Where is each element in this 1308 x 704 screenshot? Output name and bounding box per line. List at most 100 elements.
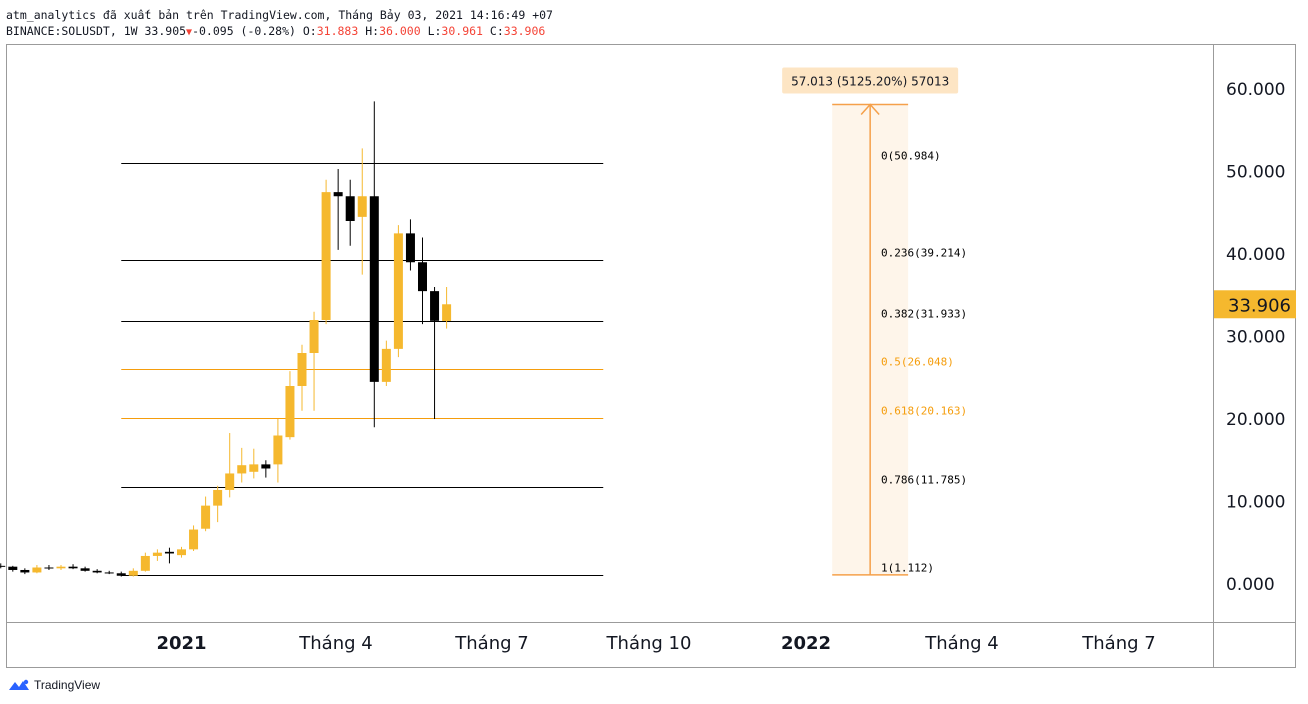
candle [44,565,54,570]
time-axis[interactable]: 2021 Tháng 4 Tháng 7 Tháng 10 2022 Tháng 4 Thá… [156,633,1155,654]
candle-body [393,233,403,349]
candle [369,101,379,428]
candle-body [56,566,66,569]
chart-frame [6,44,1296,668]
candle [32,565,42,574]
high-value: 36.000 [379,24,421,38]
candle-body [249,464,259,472]
candle [68,564,78,570]
candle [393,225,403,358]
candle-body [116,573,126,576]
candle [225,433,235,498]
candle-body [189,529,199,550]
candle [128,568,138,577]
candle-body [430,291,440,321]
measure-arrow-icon [860,103,880,115]
candle-body [8,566,18,570]
candle [20,568,30,575]
down-arrow-icon: ▼ [186,27,193,38]
candle-body [261,464,271,469]
fib-label-0.618: 0.618(20.163) [881,405,967,418]
candle [164,547,174,564]
candle [8,565,18,572]
time-tick-label: Tháng 4 [924,633,998,654]
symbol-label: BINANCE:SOLUSDT, 1W [6,24,138,38]
close-value: 33.906 [503,24,546,38]
candle-body [32,567,42,573]
candle-body [140,555,150,571]
price-tick-label: 30.000 [1226,328,1285,348]
fib-label-0.5: 0.5(26.048) [881,356,954,369]
time-tick-label: Tháng 10 [606,633,692,654]
candle-body [369,196,379,382]
candle [189,525,199,551]
candle-body [237,465,247,474]
candle [56,565,66,570]
low-label: L: [427,24,442,38]
candle [381,340,391,386]
high-label: H: [365,24,380,38]
candle-body [321,192,331,320]
candle [80,566,90,572]
candle-body [104,572,114,574]
candles [0,101,452,577]
price-tick-label: 20.000 [1226,410,1285,430]
candle-body [152,552,162,556]
time-tick-label: 2022 [781,633,831,654]
candle [177,546,186,558]
last-price-text: 33.905 [144,24,187,38]
candle [297,344,307,411]
tradingview-brand[interactable]: TradingView [8,678,100,692]
candle [140,552,150,572]
last-price-label: 33.906 [1228,295,1291,316]
fib-retracement[interactable]: 0(50.984) 0.236(39.214) 0.382(31.933) 0.5(2… [121,150,967,576]
candle-body [92,570,102,573]
candle-body [297,353,307,386]
price-tick-label: 10.000 [1226,493,1285,513]
price-tick-label: 60.000 [1226,80,1285,100]
candle-body [309,320,319,353]
candle-body [44,567,54,569]
candle [261,460,271,478]
candle [152,549,162,561]
measure-label-box [782,67,959,94]
candle-body [381,348,391,382]
close-label: C: [489,24,504,38]
candle-body [273,435,283,465]
candle [309,311,319,411]
candle [345,179,355,246]
time-tick-label: Tháng 7 [1081,633,1155,654]
candle [116,571,126,577]
fib-label-1: 1(1.112) [881,562,934,575]
candle [273,419,283,483]
candle [249,448,259,479]
price-change: -0.095 (-0.28%) [192,24,296,38]
price-axis[interactable]: 60.000 50.000 40.000 30.000 20.000 10.000 0.00… [1214,80,1296,595]
candle [201,496,211,532]
candle [357,148,367,275]
open-value: 31.883 [316,24,359,38]
candle [285,371,295,440]
candle-body [225,473,235,490]
candle [237,447,247,483]
candle-body [345,196,355,221]
brand-name: TradingView [34,678,101,692]
measure-label: 57.013 (5125.20%) 57013 [791,74,949,88]
candle-body [164,551,174,554]
candle-body [442,304,452,321]
measure-tool[interactable]: 57.013 (5125.20%) 57013 [782,67,959,576]
publish-info: atm_analytics đã xuất bản trên TradingVi… [6,8,553,22]
candle-body [201,505,211,529]
candle-body [285,386,295,438]
fib-label-0.786: 0.786(11.785) [881,474,967,487]
candle [92,569,102,574]
price-tick-label: 40.000 [1226,245,1285,265]
candle [405,219,415,271]
candle [333,169,343,250]
candle-body [20,569,30,573]
candle-body [177,549,186,556]
time-tick-label: Tháng 4 [298,633,372,654]
candle-body [68,566,78,569]
time-tick-label: 2021 [156,633,206,654]
